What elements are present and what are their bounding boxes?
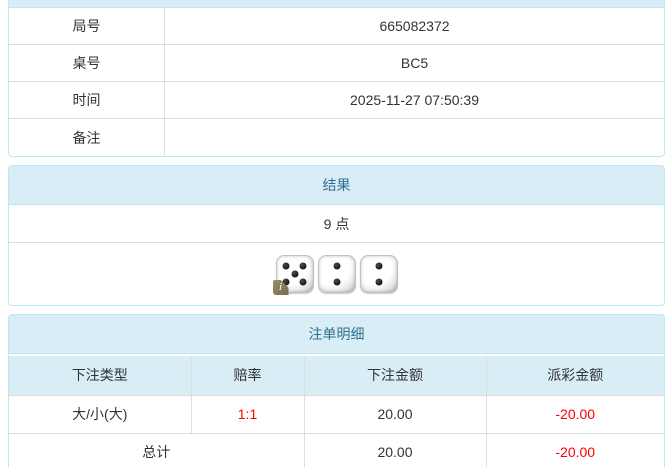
round-number-value: 665082372 [379, 18, 450, 34]
odds-cell: 1:1 [190, 394, 305, 434]
remark-label: 备注 [9, 119, 165, 156]
bet-details-panel: 注单明细 下注类型 赔率 下注金额 派彩金额 大/小(大) 1:1 20.00 … [8, 314, 665, 467]
column-header-payout: 派彩金额 [485, 356, 664, 396]
die-pip [299, 262, 307, 270]
die-pip [299, 278, 307, 286]
bet-table-header-row: 下注类型 赔率 下注金额 派彩金额 [9, 356, 664, 396]
time-value: 2025-11-27 07:50:39 [350, 92, 479, 108]
die-pip [375, 278, 382, 286]
die-1: i [272, 255, 314, 295]
result-heading: 结果 [9, 166, 664, 205]
die-pip [375, 262, 382, 270]
table-number-value: BC5 [400, 55, 429, 71]
column-header-bet-amount: 下注金额 [303, 356, 487, 396]
time-row: 时间 2025-11-27 07:50:39 [9, 82, 664, 119]
die-pip [282, 262, 290, 270]
column-header-odds: 赔率 [190, 356, 305, 396]
game-info-panel: 局号 665082372 桌号 BC5 时间 2025-11-27 07:50:… [8, 0, 665, 157]
table-number-label: 桌号 [9, 45, 165, 81]
column-header-bet-type: 下注类型 [9, 356, 192, 396]
dice-row: i [9, 243, 664, 305]
bet-type-cell: 大/小(大) [9, 394, 192, 434]
payout-cell: -20.00 [485, 394, 664, 434]
total-payout-cell: -20.00 [485, 432, 664, 467]
bet-details-heading: 注单明细 [9, 315, 664, 354]
die-pip [333, 262, 340, 270]
die-pip [333, 278, 340, 286]
result-points: 9 点 [9, 205, 664, 243]
total-label-cell: 总计 [9, 432, 305, 467]
die-pip [282, 278, 290, 286]
die-3 [359, 255, 398, 293]
die-pip [291, 270, 298, 278]
result-panel: 结果 9 点 i [8, 165, 665, 306]
bet-details-table: 下注类型 赔率 下注金额 派彩金额 大/小(大) 1:1 20.00 -20.0… [9, 356, 664, 467]
round-number-row: 局号 665082372 [9, 8, 664, 45]
table-number-row: 桌号 BC5 [9, 45, 664, 82]
total-row: 总计 20.00 -20.00 [9, 432, 664, 467]
time-label: 时间 [9, 82, 165, 118]
remark-row: 备注 [9, 119, 664, 156]
table-row: 大/小(大) 1:1 20.00 -20.00 [9, 394, 664, 434]
round-number-label: 局号 [9, 8, 165, 44]
die-2 [317, 255, 356, 293]
cropped-panel-heading [9, 0, 664, 8]
bet-amount-cell: 20.00 [303, 394, 487, 434]
total-bet-amount-cell: 20.00 [303, 432, 487, 467]
info-badge-icon[interactable]: i [272, 280, 289, 295]
